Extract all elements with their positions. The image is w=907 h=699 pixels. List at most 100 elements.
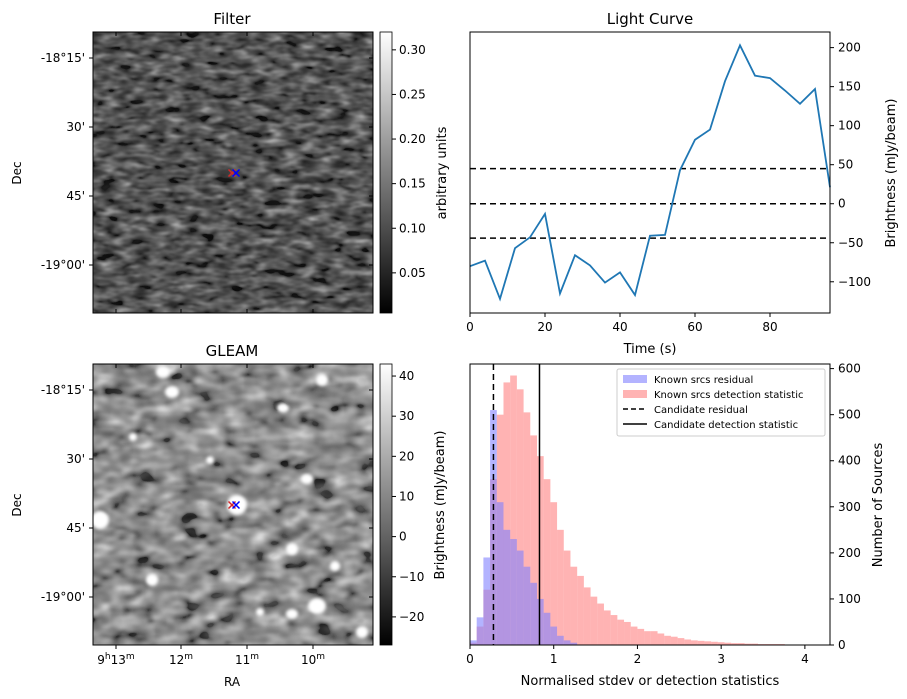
x-tick-label: 80 <box>762 320 777 334</box>
histogram-bar <box>731 643 738 645</box>
histogram-x-axis: 0 1 2 3 4 <box>466 645 809 666</box>
histogram-bar <box>711 641 718 645</box>
x-tick-label: 2 <box>634 652 642 666</box>
dec-tick-label: 30' <box>66 452 85 466</box>
histogram-bar <box>657 633 665 645</box>
colorbar-tick-label: 0.20 <box>399 132 426 146</box>
colorbar-tick-label: 30 <box>399 409 414 423</box>
histogram-bar <box>670 636 678 645</box>
gleam-colorbar <box>379 363 393 646</box>
gleam-xlabel: RA <box>224 675 241 689</box>
y-tick-label: 600 <box>838 362 861 376</box>
histogram-bar <box>751 643 758 645</box>
histogram-bar <box>503 382 511 645</box>
histogram-bar <box>557 635 564 645</box>
histogram-bar <box>603 610 611 645</box>
filter-x-ticks <box>115 32 314 313</box>
colorbar-tick-label: 0.15 <box>399 177 426 191</box>
histogram-bar <box>744 643 752 645</box>
y-tick-label: 300 <box>838 500 861 514</box>
histogram-bar <box>583 587 591 645</box>
histogram-bar <box>697 640 705 645</box>
histogram-legend: Known srcs residual Known srcs detection… <box>616 368 826 437</box>
legend-label-candidate-detection: Candidate detection statistic <box>654 420 798 431</box>
legend-swatch-detection <box>623 390 647 398</box>
filter-colorbar-label: arbitrary units <box>435 126 450 219</box>
dec-tick-label: 30' <box>66 120 85 134</box>
histogram-bar <box>536 598 544 645</box>
colorbar-tick-label: 20 <box>399 449 414 463</box>
histogram-y-axis: 0 100 200 300 400 500 600 <box>830 362 861 652</box>
colorbar-tick-label: 0.05 <box>399 266 426 280</box>
y-tick-label: 150 <box>838 80 861 94</box>
histogram-bar <box>530 435 537 645</box>
y-tick-label: 200 <box>838 41 861 55</box>
y-tick-label: 0 <box>838 638 846 652</box>
dec-tick-label: 45' <box>66 521 85 535</box>
legend-swatch-residual <box>623 375 647 383</box>
x-tick-label: 0 <box>466 652 474 666</box>
ra-tick-label: 11m <box>235 652 259 667</box>
histogram-bar <box>516 550 524 645</box>
histogram-bar <box>543 479 551 645</box>
histogram-bar <box>470 640 477 645</box>
lightcurve-xlabel: Time (s) <box>623 342 677 357</box>
histogram-bar <box>597 603 604 645</box>
filter-ylabel: Dec <box>10 161 24 184</box>
histogram-bar <box>630 626 638 645</box>
histogram-bar <box>516 389 524 645</box>
ra-tick-label: 10m <box>301 652 325 667</box>
histogram-bar <box>684 639 692 645</box>
histogram-bar <box>677 638 685 645</box>
lightcurve-ylabel: Brightness (mJy/beam) <box>884 99 899 248</box>
dec-tick-label: -18°15' <box>41 383 85 397</box>
colorbar-tick-label: 0.30 <box>399 43 426 57</box>
colorbar-tick-label: −20 <box>399 610 424 624</box>
histogram-bar <box>523 566 531 645</box>
histogram-ylabel: Number of Sources <box>871 443 886 568</box>
histogram-bar <box>550 502 558 645</box>
histogram-bar <box>717 642 725 645</box>
histogram-bar <box>510 539 517 645</box>
gleam-bright-sources <box>93 366 368 638</box>
histogram-bar <box>563 640 571 645</box>
gleam-ylabel: Dec <box>10 493 24 516</box>
histogram-bar <box>550 626 558 645</box>
ra-tick-label: 9h13m <box>97 652 134 667</box>
histogram-bar <box>543 612 551 645</box>
y-tick-label: 50 <box>838 158 853 172</box>
x-tick-label: 1 <box>550 652 558 666</box>
histogram-bar <box>637 628 645 645</box>
legend-label-candidate-residual: Candidate residual <box>654 405 748 416</box>
ra-tick-label: 12m <box>169 652 193 667</box>
histogram-bar <box>530 582 537 645</box>
histogram-bar <box>724 642 732 645</box>
histogram-bar <box>704 641 712 645</box>
histogram-bar <box>496 502 504 645</box>
y-tick-label: −50 <box>838 236 863 250</box>
gleam-colorbar-ticks: −20 −10 0 10 20 30 40 <box>392 369 424 624</box>
colorbar-tick-label: −10 <box>399 570 424 584</box>
y-tick-label: 500 <box>838 408 861 422</box>
gleam-frame <box>92 363 374 646</box>
colorbar-tick-label: 40 <box>399 369 414 383</box>
histogram-bar <box>737 643 745 645</box>
histogram-frame <box>469 363 831 646</box>
histogram-bar <box>483 557 491 645</box>
lightcurve-frame <box>469 31 831 314</box>
histogram-bar <box>570 566 578 645</box>
gleam-panel: GLEAM <box>10 342 448 689</box>
legend-label-detection: Known srcs detection statistic <box>654 390 803 401</box>
candidate-marker <box>231 168 241 178</box>
lightcurve-panel: Light Curve 0 20 40 60 80 −100 −50 0 50 100 150 20… <box>466 10 899 357</box>
filter-frame <box>92 31 374 314</box>
x-tick-label: 20 <box>537 320 552 334</box>
histogram-bar <box>503 529 511 645</box>
y-tick-label: 0 <box>838 197 846 211</box>
gleam-colorbar-label: Brightness (mJy/beam) <box>433 431 448 580</box>
y-tick-label: 100 <box>838 592 861 606</box>
y-tick-label: 200 <box>838 546 861 560</box>
histogram-bar <box>523 412 531 645</box>
legend-label-residual: Known srcs residual <box>654 375 753 386</box>
